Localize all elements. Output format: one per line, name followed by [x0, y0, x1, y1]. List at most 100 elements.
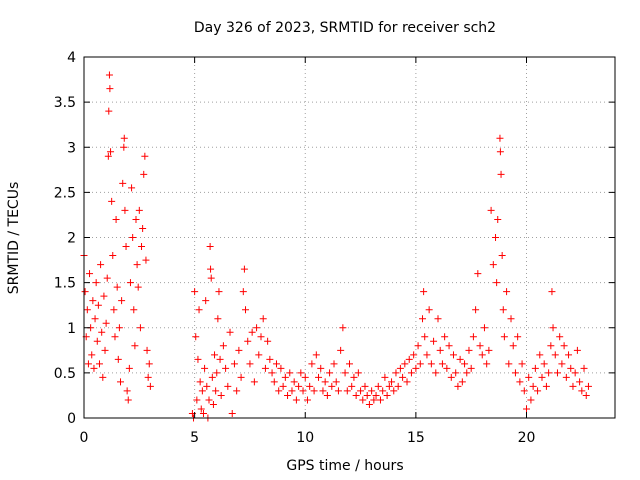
- data-point: [419, 315, 427, 323]
- data-point: [430, 337, 438, 345]
- data-point: [128, 184, 136, 192]
- data-point: [272, 360, 280, 368]
- data-point: [112, 215, 120, 223]
- data-point: [365, 400, 373, 408]
- data-point: [86, 270, 94, 278]
- data-point: [405, 355, 413, 363]
- data-point: [520, 387, 528, 395]
- data-point: [547, 342, 555, 350]
- data-point: [246, 360, 254, 368]
- data-point: [567, 364, 575, 372]
- data-point: [549, 324, 557, 332]
- data-point: [536, 351, 544, 359]
- data-point: [553, 369, 561, 377]
- data-point: [401, 360, 409, 368]
- data-point: [121, 206, 129, 214]
- data-point: [255, 351, 263, 359]
- x-axis-label: GPS time / hours: [286, 458, 403, 474]
- data-point: [98, 328, 106, 336]
- data-point: [253, 324, 261, 332]
- data-point: [423, 351, 431, 359]
- data-point: [146, 382, 154, 390]
- data-point: [494, 215, 502, 223]
- data-point: [319, 387, 327, 395]
- data-point: [106, 85, 114, 93]
- data-point: [403, 378, 411, 386]
- data-point: [284, 391, 292, 399]
- data-point: [196, 378, 204, 386]
- data-point: [215, 288, 223, 296]
- data-point: [443, 364, 451, 372]
- data-point: [376, 396, 384, 404]
- data-point: [270, 378, 278, 386]
- data-point: [503, 288, 511, 296]
- data-point: [235, 346, 243, 354]
- data-point: [348, 382, 356, 390]
- data-point: [95, 360, 103, 368]
- data-point: [385, 382, 393, 390]
- data-point: [202, 297, 210, 305]
- data-point: [222, 364, 230, 372]
- data-point: [339, 324, 347, 332]
- data-point: [117, 378, 125, 386]
- data-point: [103, 274, 111, 282]
- data-point: [427, 360, 435, 368]
- data-point: [500, 333, 508, 341]
- data-point: [132, 215, 140, 223]
- chart-title: Day 326 of 2023, SRMTID for receiver sch…: [194, 20, 496, 36]
- data-point: [441, 333, 449, 341]
- data-point: [496, 134, 504, 142]
- data-point: [584, 382, 592, 390]
- data-point: [343, 387, 351, 395]
- data-point: [261, 364, 269, 372]
- data-point: [213, 369, 221, 377]
- data-point: [135, 206, 143, 214]
- data-point: [421, 333, 429, 341]
- data-point: [203, 382, 211, 390]
- data-point: [199, 409, 207, 417]
- data-point: [372, 391, 380, 399]
- data-point: [105, 71, 113, 79]
- data-point: [323, 391, 331, 399]
- data-point: [216, 355, 224, 363]
- data-point: [217, 391, 225, 399]
- data-point: [303, 396, 311, 404]
- y-tick-label: 1: [67, 321, 76, 337]
- data-point: [511, 369, 519, 377]
- data-point: [489, 261, 497, 269]
- data-point: [357, 387, 365, 395]
- data-point: [545, 369, 553, 377]
- data-point: [242, 306, 250, 314]
- data-point: [368, 387, 376, 395]
- data-point: [452, 369, 460, 377]
- grid: [84, 57, 615, 418]
- data-point: [198, 387, 206, 395]
- data-point: [321, 378, 329, 386]
- data-point: [420, 288, 428, 296]
- data-point: [104, 152, 112, 160]
- data-point: [288, 387, 296, 395]
- data-point: [214, 315, 222, 323]
- data-point: [458, 378, 466, 386]
- data-point: [97, 261, 105, 269]
- data-point: [394, 382, 402, 390]
- data-point: [111, 333, 119, 341]
- data-point: [131, 342, 139, 350]
- data-point: [315, 373, 323, 381]
- data-point: [113, 283, 121, 291]
- data-point: [337, 346, 345, 354]
- y-axis-label: SRMTID / TECUs: [6, 182, 22, 295]
- y-tick-label: 4: [67, 50, 76, 66]
- data-point: [507, 315, 515, 323]
- data-point: [527, 396, 535, 404]
- data-point: [565, 351, 573, 359]
- data-points: [80, 71, 592, 422]
- y-tick-label: 2.5: [54, 185, 76, 201]
- data-point: [139, 224, 147, 232]
- data-point: [352, 391, 360, 399]
- data-point: [212, 387, 220, 395]
- data-point: [310, 387, 318, 395]
- data-point: [374, 382, 382, 390]
- data-point: [454, 382, 462, 390]
- data-point: [308, 360, 316, 368]
